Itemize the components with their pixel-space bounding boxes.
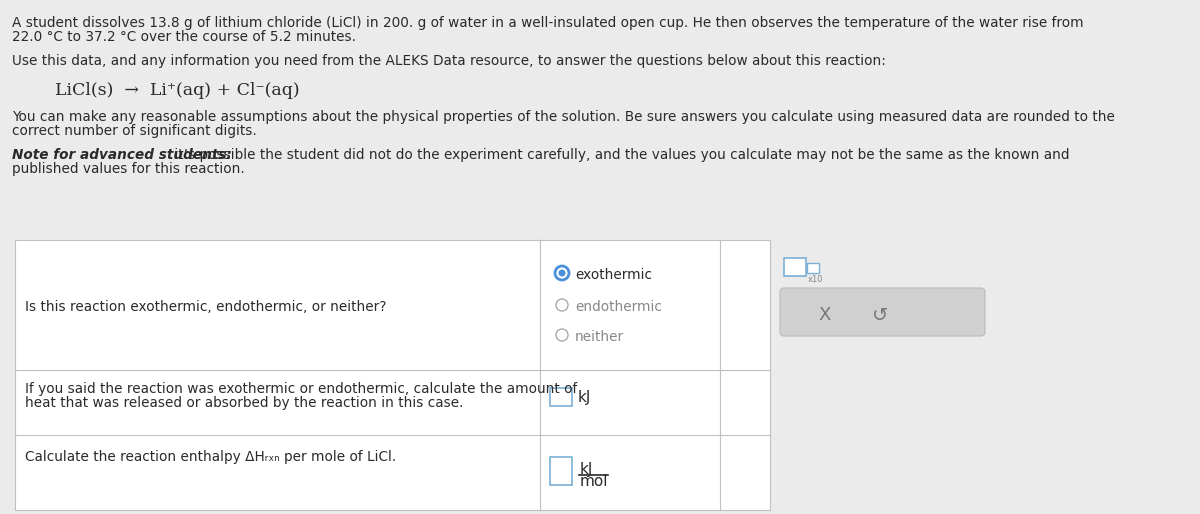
Text: endothermic: endothermic	[575, 300, 662, 314]
Text: 22.0 °C to 37.2 °C over the course of 5.2 minutes.: 22.0 °C to 37.2 °C over the course of 5.…	[12, 30, 356, 44]
Text: kJ: kJ	[580, 462, 593, 477]
Text: LiCl(s)  →  Li⁺(aq) + Cl⁻(aq): LiCl(s) → Li⁺(aq) + Cl⁻(aq)	[55, 82, 300, 99]
Text: Note for advanced students:: Note for advanced students:	[12, 148, 232, 162]
FancyBboxPatch shape	[550, 457, 572, 485]
FancyBboxPatch shape	[784, 258, 806, 276]
Text: Calculate the reaction enthalpy ΔHᵣₓₙ per mole of LiCl.: Calculate the reaction enthalpy ΔHᵣₓₙ pe…	[25, 450, 396, 464]
Text: mol: mol	[580, 474, 608, 489]
Text: neither: neither	[575, 330, 624, 344]
Text: heat that was released or absorbed by the reaction in this case.: heat that was released or absorbed by th…	[25, 396, 463, 410]
Text: Is this reaction exothermic, endothermic, or neither?: Is this reaction exothermic, endothermic…	[25, 300, 386, 314]
Text: If you said the reaction was exothermic or endothermic, calculate the amount of: If you said the reaction was exothermic …	[25, 382, 577, 396]
Circle shape	[558, 269, 565, 277]
Text: kJ: kJ	[578, 390, 592, 405]
Text: You can make any reasonable assumptions about the physical properties of the sol: You can make any reasonable assumptions …	[12, 110, 1115, 124]
FancyBboxPatch shape	[550, 388, 572, 406]
Text: ↺: ↺	[872, 306, 888, 325]
Text: x10: x10	[808, 275, 823, 284]
Text: it’s possible the student did not do the experiment carefully, and the values yo: it’s possible the student did not do the…	[170, 148, 1069, 162]
Text: A student dissolves 13.8 g of lithium chloride (LiCl) in 200. g of water in a we: A student dissolves 13.8 g of lithium ch…	[12, 16, 1084, 30]
Text: correct number of significant digits.: correct number of significant digits.	[12, 124, 257, 138]
FancyBboxPatch shape	[780, 288, 985, 336]
Text: published values for this reaction.: published values for this reaction.	[12, 162, 245, 176]
Text: exothermic: exothermic	[575, 268, 652, 282]
FancyBboxPatch shape	[808, 263, 818, 273]
FancyBboxPatch shape	[14, 240, 770, 510]
Text: Use this data, and any information you need from the ALEKS Data resource, to ans: Use this data, and any information you n…	[12, 54, 886, 68]
Text: X: X	[818, 306, 832, 324]
